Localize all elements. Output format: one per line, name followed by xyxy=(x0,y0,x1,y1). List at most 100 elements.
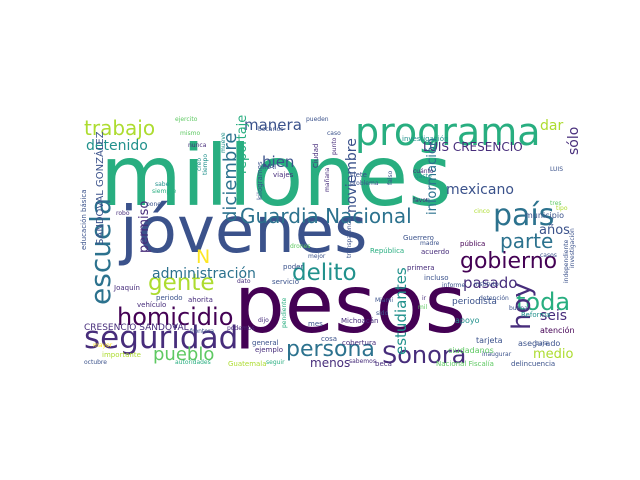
word-manera: manera xyxy=(244,116,302,134)
word-tipo: tipo xyxy=(556,205,568,212)
word-mismo: mismo xyxy=(180,130,200,137)
word-atencion: atención xyxy=(540,325,575,335)
word-informacion: información xyxy=(425,138,440,215)
word-guerrero: Guerrero xyxy=(403,234,434,242)
word-detenido: detenido xyxy=(86,138,148,154)
word-primera: primera xyxy=(407,264,435,272)
word-delito: delito xyxy=(292,260,357,286)
word-gente: gente xyxy=(148,270,215,296)
word-becarios: becarios xyxy=(258,126,283,133)
word-sido: sido xyxy=(376,310,389,317)
word-nunca: nunca xyxy=(188,142,207,149)
word-dijo: dijo xyxy=(258,317,269,324)
word-guardia-nacional: Guardia Nacional xyxy=(240,204,412,228)
word-madre: madre xyxy=(420,240,440,247)
word-medio: medio xyxy=(533,347,574,362)
word-reportaje: reportaje xyxy=(235,115,250,174)
word-cobertura: cobertura xyxy=(342,339,376,347)
word-acuerdo: acuerdo xyxy=(421,248,449,256)
word-importante: importante xyxy=(102,351,141,359)
word-poder: poder xyxy=(283,263,303,271)
word-servicio: servicio xyxy=(272,278,299,286)
word-poner: poner xyxy=(146,201,164,208)
word-casos: casos xyxy=(540,252,557,259)
word-cinco: cinco xyxy=(474,208,490,215)
word-municipio: municipio xyxy=(525,211,564,220)
word-frontera: frontera xyxy=(190,328,214,335)
word-homicidio: homicidio xyxy=(117,303,233,331)
word-deteccion: detención xyxy=(479,295,509,302)
word-mil: mil xyxy=(418,304,428,311)
word-periodista: periodista xyxy=(452,297,497,307)
word-manana: mañana xyxy=(324,167,331,192)
word-nacional-fiscalia: Nacional Fiscalía xyxy=(436,360,494,368)
word-persona: persona xyxy=(286,337,375,362)
word-punto: punto xyxy=(331,137,338,155)
word-transparencia: transparencia xyxy=(346,216,353,258)
word-ciudad: Ciudad xyxy=(312,144,320,168)
word-seguir: seguir xyxy=(266,359,285,366)
word-gobierno: gobierno xyxy=(460,249,557,274)
word-ciudadanos: ciudadanos xyxy=(448,346,494,355)
word-delincuencia: delincuencia xyxy=(511,360,555,368)
word-ejemplo: ejemplo xyxy=(255,346,283,354)
word-gasto: gasto xyxy=(415,173,432,180)
word-administracion: administración xyxy=(152,266,256,282)
word-investigacion: investigación xyxy=(402,135,448,143)
word-pueden: pueden xyxy=(306,116,329,123)
word-solo: sólo xyxy=(566,127,582,155)
word-falso: falso xyxy=(387,170,394,185)
word-favor: favor xyxy=(413,197,429,204)
word-reforma: Reforma xyxy=(521,311,550,319)
word-robo: robo xyxy=(116,210,130,217)
word-tres: tres xyxy=(550,200,562,207)
word-estudiantes: estudiantes xyxy=(392,267,410,355)
word-mueve: mueve xyxy=(220,132,227,153)
word-publica: pública xyxy=(460,240,485,248)
word-millones: millones xyxy=(100,127,452,225)
word-noviembre: noviembre xyxy=(344,138,360,213)
word-caso: caso xyxy=(327,130,341,137)
word-autoridades: autoridades xyxy=(175,359,211,366)
word-seis: seis xyxy=(540,308,567,324)
word-tarjeta: tarjeta xyxy=(476,336,503,345)
word-n: N xyxy=(196,246,210,268)
word-pasado: pasado xyxy=(463,274,517,292)
word-escuela: escuela xyxy=(84,198,117,305)
word-sabe: sabe xyxy=(155,181,170,188)
word-investigacion-2: investigación xyxy=(569,228,576,268)
word-drones: drones xyxy=(290,243,310,250)
word-educacion-basica: educación básica xyxy=(80,189,88,250)
word-jovenes: jóvenes xyxy=(118,194,367,268)
word-bien: bien xyxy=(262,153,294,171)
word-republica: República xyxy=(370,247,404,255)
word-ir: ir xyxy=(422,295,427,302)
word-dato: dato xyxy=(237,278,251,285)
word-parte: parte xyxy=(500,229,553,253)
word-apoyo: apoyo xyxy=(455,316,480,325)
word-ahorita: ahorita xyxy=(188,296,213,304)
word-michoacan: Michoacán xyxy=(341,317,378,325)
word-pais: país xyxy=(493,198,554,233)
word-cosa: cosa xyxy=(321,335,337,343)
word-seguridad: seguridad xyxy=(84,320,238,356)
word-creo: creo xyxy=(196,158,203,171)
word-programa: programa xyxy=(355,110,541,154)
word-podemos: podemos xyxy=(227,325,255,332)
word-general: general xyxy=(252,339,279,347)
word-cresencio-sandoval: CRESENCIO SANDOVAL xyxy=(84,323,189,333)
word-tiempo: tiempo xyxy=(202,154,209,175)
word-informe: informe xyxy=(442,282,465,289)
word-octubre: octubre xyxy=(84,359,107,366)
word-guatemala: Guatemala xyxy=(228,360,267,368)
word-pendiente: pendiente xyxy=(281,297,288,328)
word-problema: problema xyxy=(350,180,379,187)
word-siempre: siempre xyxy=(152,188,176,195)
word-mes: mes xyxy=(308,320,323,328)
word-kilogramos: kilogramos xyxy=(256,161,264,200)
word-siete: siete xyxy=(350,171,367,179)
word-luis-cresencio: LUIS CRESENCIO xyxy=(423,140,523,154)
word-inaugurar: inaugurar xyxy=(482,351,512,358)
word-sabemos: sabemos xyxy=(349,358,376,365)
